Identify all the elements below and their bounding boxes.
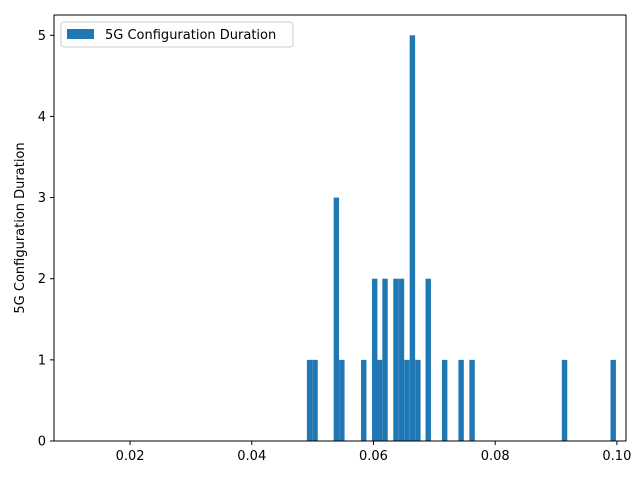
histogram-bar [398,278,405,441]
y-axis-ticks: 0 1 2 3 4 5 [38,29,54,450]
y-tick-label: 1 [38,353,46,368]
histogram-bar [339,359,345,441]
histogram-bar [376,359,383,441]
histogram-bar [312,359,318,441]
y-axis-label: 5G Configuration Duration [13,142,28,313]
histogram-bar [415,359,421,441]
histogram-bar [306,359,313,441]
x-tick-label: 0.08 [481,449,510,464]
bars-group [306,35,616,441]
histogram-bar [409,35,416,441]
histogram-bar [333,197,340,441]
x-tick-label: 0.02 [116,449,145,464]
x-tick-label: 0.06 [359,449,388,464]
y-tick-label: 0 [38,435,46,450]
y-tick-label: 2 [38,272,46,287]
x-tick-label: 0.10 [602,449,631,464]
histogram-bar [458,359,464,441]
legend-box [60,21,294,48]
y-tick-label: 3 [38,191,46,206]
histogram-bar [469,359,475,441]
x-tick-label: 0.04 [237,449,266,464]
histogram-bar [425,278,431,441]
histogram-bar [441,359,448,441]
histogram-bar [404,359,410,441]
histogram-bar [371,278,378,441]
x-axis-ticks: 0.02 0.04 0.06 0.08 0.10 [116,441,631,464]
plot-frame [53,14,627,442]
legend: 5G Configuration Duration [60,21,294,48]
histogram-bar [561,359,568,441]
legend-swatch [67,29,94,39]
histogram-bar [382,278,388,441]
histogram-bar [393,278,399,441]
histogram-bar [361,359,367,441]
y-tick-label: 5 [38,29,46,44]
legend-label: 5G Configuration Duration [105,28,276,43]
y-tick-label: 4 [38,110,46,125]
histogram-bar [610,359,616,441]
